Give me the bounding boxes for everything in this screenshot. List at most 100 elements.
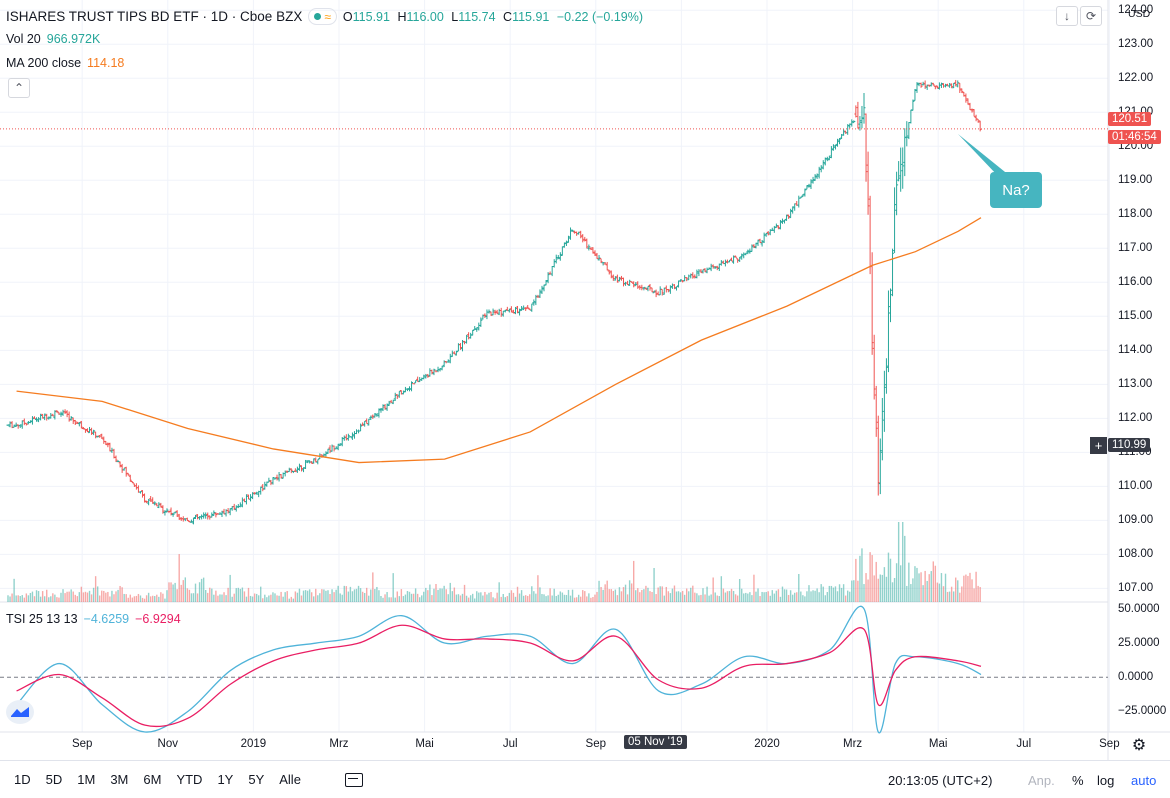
add-plus-icon[interactable]: + (1090, 437, 1107, 454)
candle-tick (642, 286, 646, 289)
ma-label[interactable]: MA 200 close (6, 56, 82, 70)
candle-tick (886, 306, 890, 367)
clock[interactable]: 20:13:05 (UTC+2) (888, 772, 993, 788)
candle-tick (774, 224, 778, 228)
candle-tick (809, 181, 813, 188)
candle-tick (67, 413, 71, 421)
range-button-1y[interactable]: 1Y (217, 772, 234, 787)
range-button-alle[interactable]: Alle (279, 772, 301, 787)
candle-tick (189, 521, 193, 523)
ohlc-values: O115.91 H116.00 L115.74 C115.91 −0.22 (−… (342, 9, 644, 24)
callout-annotation[interactable]: Na? (990, 172, 1042, 208)
candle-tick (471, 330, 475, 336)
candle-tick (668, 286, 672, 292)
percent-toggle[interactable]: % (1072, 772, 1084, 788)
auto-toggle[interactable]: auto (1131, 772, 1157, 788)
candle-tick (823, 158, 827, 165)
candle-tick (202, 514, 206, 518)
candle-tick (385, 403, 389, 410)
range-button-1m[interactable]: 1M (77, 772, 96, 787)
candle-tick (605, 264, 609, 271)
scroll-down-button[interactable]: ↓ (1056, 6, 1078, 26)
candle-tick (776, 226, 780, 229)
price-tick-label: 113.00 (1118, 378, 1153, 391)
candle-tick (244, 495, 248, 503)
candle-tick (956, 82, 960, 87)
symbol-title[interactable]: ISHARES TRUST TIPS BD ETF · 1D · Cboe BZ… (6, 9, 303, 24)
candle-tick (893, 204, 897, 252)
tsi-label[interactable]: TSI 25 13 13 (6, 612, 78, 626)
candle-tick (185, 518, 189, 521)
collapse-legend-button[interactable]: ⌃ (8, 78, 30, 98)
candle-tick (579, 231, 583, 238)
range-button-6m[interactable]: 6M (143, 772, 162, 787)
candle-tick (585, 239, 589, 248)
candle-tick (595, 254, 599, 259)
candle-tick (738, 257, 742, 262)
candle-tick (495, 311, 499, 314)
candle-tick (155, 503, 159, 507)
candle-tick (801, 194, 805, 197)
candle-tick (479, 319, 483, 326)
crosshair-price-tag: 110.99 (1108, 438, 1151, 452)
candle-tick (562, 243, 566, 248)
adjust-toggle[interactable]: Anp. (1028, 772, 1055, 788)
candle-tick (617, 278, 621, 281)
candle-tick (314, 459, 318, 463)
candle-tick (212, 511, 216, 517)
candle-tick (149, 498, 153, 502)
log-toggle[interactable]: log (1097, 772, 1115, 788)
candle-tick (47, 416, 51, 419)
candle-tick (807, 184, 811, 188)
candle-tick (827, 155, 831, 161)
price-tick-label: 122.00 (1118, 72, 1154, 85)
price-tick-label: 110.00 (1118, 480, 1153, 493)
range-button-3m[interactable]: 3M (110, 772, 129, 787)
candle-tick (452, 352, 456, 355)
candle-tick (842, 131, 846, 136)
range-button-ytd[interactable]: YTD (176, 772, 203, 787)
candle-tick (852, 120, 856, 124)
chevron-up-icon: ⌃ (13, 81, 25, 95)
callout-pointer (958, 134, 1010, 176)
time-tick-label: 2020 (754, 738, 780, 750)
candle-tick (373, 413, 377, 418)
candle-tick (899, 163, 903, 177)
candle-tick (336, 443, 340, 450)
candle-tick (715, 266, 719, 268)
candle-tick (391, 399, 395, 404)
candle-tick (55, 410, 59, 413)
market-status-badge[interactable]: ≈ (308, 8, 337, 25)
range-button-5y[interactable]: 5Y (248, 772, 265, 787)
candle-tick (214, 513, 218, 516)
candle-tick (63, 411, 67, 414)
candle-tick (762, 234, 766, 243)
volume-label[interactable]: Vol 20 (6, 32, 41, 46)
candle-tick (821, 162, 825, 169)
range-button-1d[interactable]: 1D (14, 772, 31, 787)
candle-tick (432, 369, 436, 375)
range-button-5d[interactable]: 5D (45, 772, 63, 787)
candle-tick (173, 511, 177, 514)
gear-icon[interactable]: ⚙ (1131, 737, 1147, 754)
candle-tick (701, 269, 705, 272)
date-range-icon[interactable] (344, 772, 363, 787)
candle-tick (693, 275, 697, 278)
candle-tick (159, 504, 163, 507)
candle-tick (546, 274, 550, 282)
candle-tick (14, 424, 18, 427)
candle-tick (338, 443, 342, 446)
price-tick-label: 118.00 (1118, 208, 1153, 221)
candle-tick (85, 428, 89, 433)
candle-tick (744, 252, 748, 255)
fullscreen-button[interactable]: ⟳ (1080, 6, 1102, 26)
candle-tick (558, 254, 562, 260)
price-tick-label: 123.00 (1118, 38, 1154, 51)
price-tick-label: 107.00 (1118, 582, 1154, 595)
candle-tick (194, 515, 198, 519)
candle-tick (145, 500, 149, 503)
candle-tick (530, 303, 534, 311)
tradingview-logo[interactable] (6, 700, 34, 724)
